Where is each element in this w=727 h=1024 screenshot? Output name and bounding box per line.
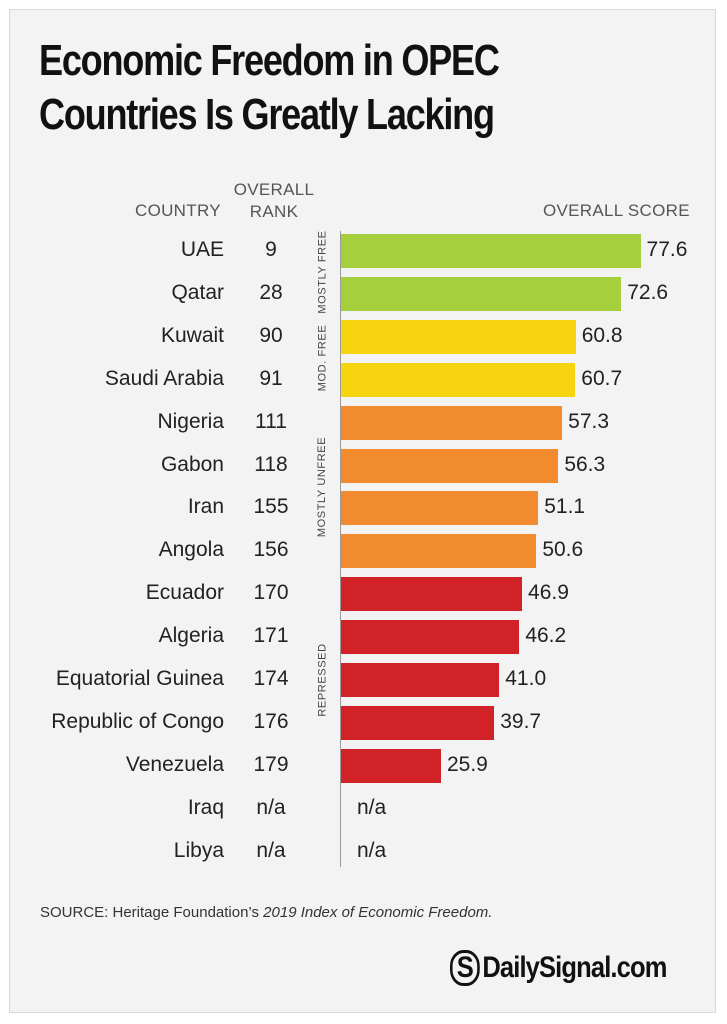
country-label: Equatorial Guinea bbox=[55, 667, 224, 690]
score-bar bbox=[341, 491, 539, 526]
country-label: Iraq bbox=[187, 795, 224, 819]
chart-title: Economic Freedom in OPEC Countries Is Gr… bbox=[39, 34, 564, 142]
score-value-label: 46.2 bbox=[525, 624, 567, 648]
category-label-repressed: REPRESSED bbox=[316, 643, 329, 717]
country-label: Angola bbox=[158, 538, 224, 562]
rank-value: 176 bbox=[253, 709, 289, 733]
rank-value: 155 bbox=[253, 495, 289, 519]
score-column-header: OVERALL SCORE bbox=[543, 201, 690, 220]
logo-s-mark: S bbox=[450, 950, 480, 986]
score-value-label: 77.6 bbox=[646, 238, 688, 261]
rank-value: 111 bbox=[255, 409, 287, 433]
rank-value: 179 bbox=[253, 752, 289, 776]
axis-line bbox=[340, 231, 341, 867]
score-value-label: 41.0 bbox=[505, 667, 547, 690]
score-bar bbox=[341, 405, 563, 440]
source-note: SOURCE: Heritage Foundation’s 2019 Index… bbox=[40, 904, 492, 921]
country-label: Ecuador bbox=[145, 581, 224, 605]
score-value-label: 46.9 bbox=[528, 581, 569, 605]
score-value-label: 25.9 bbox=[446, 752, 488, 776]
rank-header-line-2: RANK bbox=[249, 202, 299, 221]
country-label: Libya bbox=[173, 838, 224, 862]
score-bar bbox=[341, 448, 559, 483]
score-bar bbox=[341, 276, 622, 311]
country-label: Gabon bbox=[160, 452, 224, 476]
score-bar bbox=[341, 534, 537, 569]
rank-value: 171 bbox=[253, 624, 289, 648]
score-bar bbox=[341, 748, 441, 783]
score-value-label: 60.7 bbox=[581, 366, 623, 390]
country-label: Iran bbox=[187, 495, 224, 519]
score-value-label: 50.6 bbox=[542, 538, 584, 562]
score-value-label: 56.3 bbox=[564, 452, 606, 476]
score-value-label: 39.7 bbox=[500, 709, 542, 733]
rank-value: 9 bbox=[265, 238, 277, 261]
country-label: UAE bbox=[180, 238, 224, 261]
rank-value: 118 bbox=[254, 452, 288, 476]
score-value-label: 72.6 bbox=[627, 280, 669, 304]
country-label: Venezuela bbox=[125, 752, 224, 776]
country-label: Republic of Congo bbox=[51, 709, 224, 733]
daily-signal-logo: S DailySignal.com bbox=[450, 950, 667, 986]
rank-value: n/a bbox=[256, 795, 286, 819]
category-label-mostly-free: MOSTLY FREE bbox=[316, 230, 329, 315]
score-value-label: 57.3 bbox=[568, 409, 610, 433]
score-value-label: 60.8 bbox=[581, 323, 623, 347]
source-title: 2019 Index of Economic Freedom. bbox=[263, 904, 493, 921]
score-bar bbox=[341, 705, 495, 740]
title-line-1: Economic Freedom in OPEC bbox=[39, 36, 500, 85]
score-bar bbox=[341, 620, 520, 655]
score-bar bbox=[341, 577, 523, 612]
score-bar bbox=[341, 663, 500, 697]
country-label: Algeria bbox=[158, 624, 224, 648]
score-bar bbox=[341, 319, 576, 354]
score-value-label: n/a bbox=[357, 838, 387, 862]
rank-value: 156 bbox=[253, 538, 289, 562]
country-label: Nigeria bbox=[157, 409, 224, 433]
score-value-label: n/a bbox=[357, 795, 387, 819]
score-value-label: 51.1 bbox=[544, 495, 586, 519]
category-label-mod-free: MOD. FREE bbox=[315, 324, 328, 392]
rank-value: 170 bbox=[253, 581, 289, 605]
country-label: Qatar bbox=[171, 280, 224, 304]
country-column-header: COUNTRY bbox=[135, 201, 221, 220]
source-prefix: SOURCE: Heritage Foundation’s bbox=[40, 904, 264, 921]
category-label-mostly-unfree: MOSTLY UNFREE bbox=[316, 436, 329, 538]
rank-value: 174 bbox=[253, 667, 289, 690]
rank-column-header: OVERALL RANK bbox=[232, 179, 316, 223]
rank-value: 28 bbox=[259, 280, 283, 304]
logo-text: DailySignal.com bbox=[482, 951, 667, 984]
title-line-2: Countries Is Greatly Lacking bbox=[39, 90, 495, 139]
country-label: Kuwait bbox=[160, 323, 224, 347]
rank-header-line-1: OVERALL bbox=[233, 180, 315, 199]
rank-value: 90 bbox=[259, 323, 283, 347]
score-bar bbox=[341, 234, 641, 268]
score-bar bbox=[341, 362, 576, 397]
rank-value: 91 bbox=[259, 366, 283, 390]
rank-value: n/a bbox=[256, 838, 286, 862]
country-label: Saudi Arabia bbox=[104, 366, 224, 390]
